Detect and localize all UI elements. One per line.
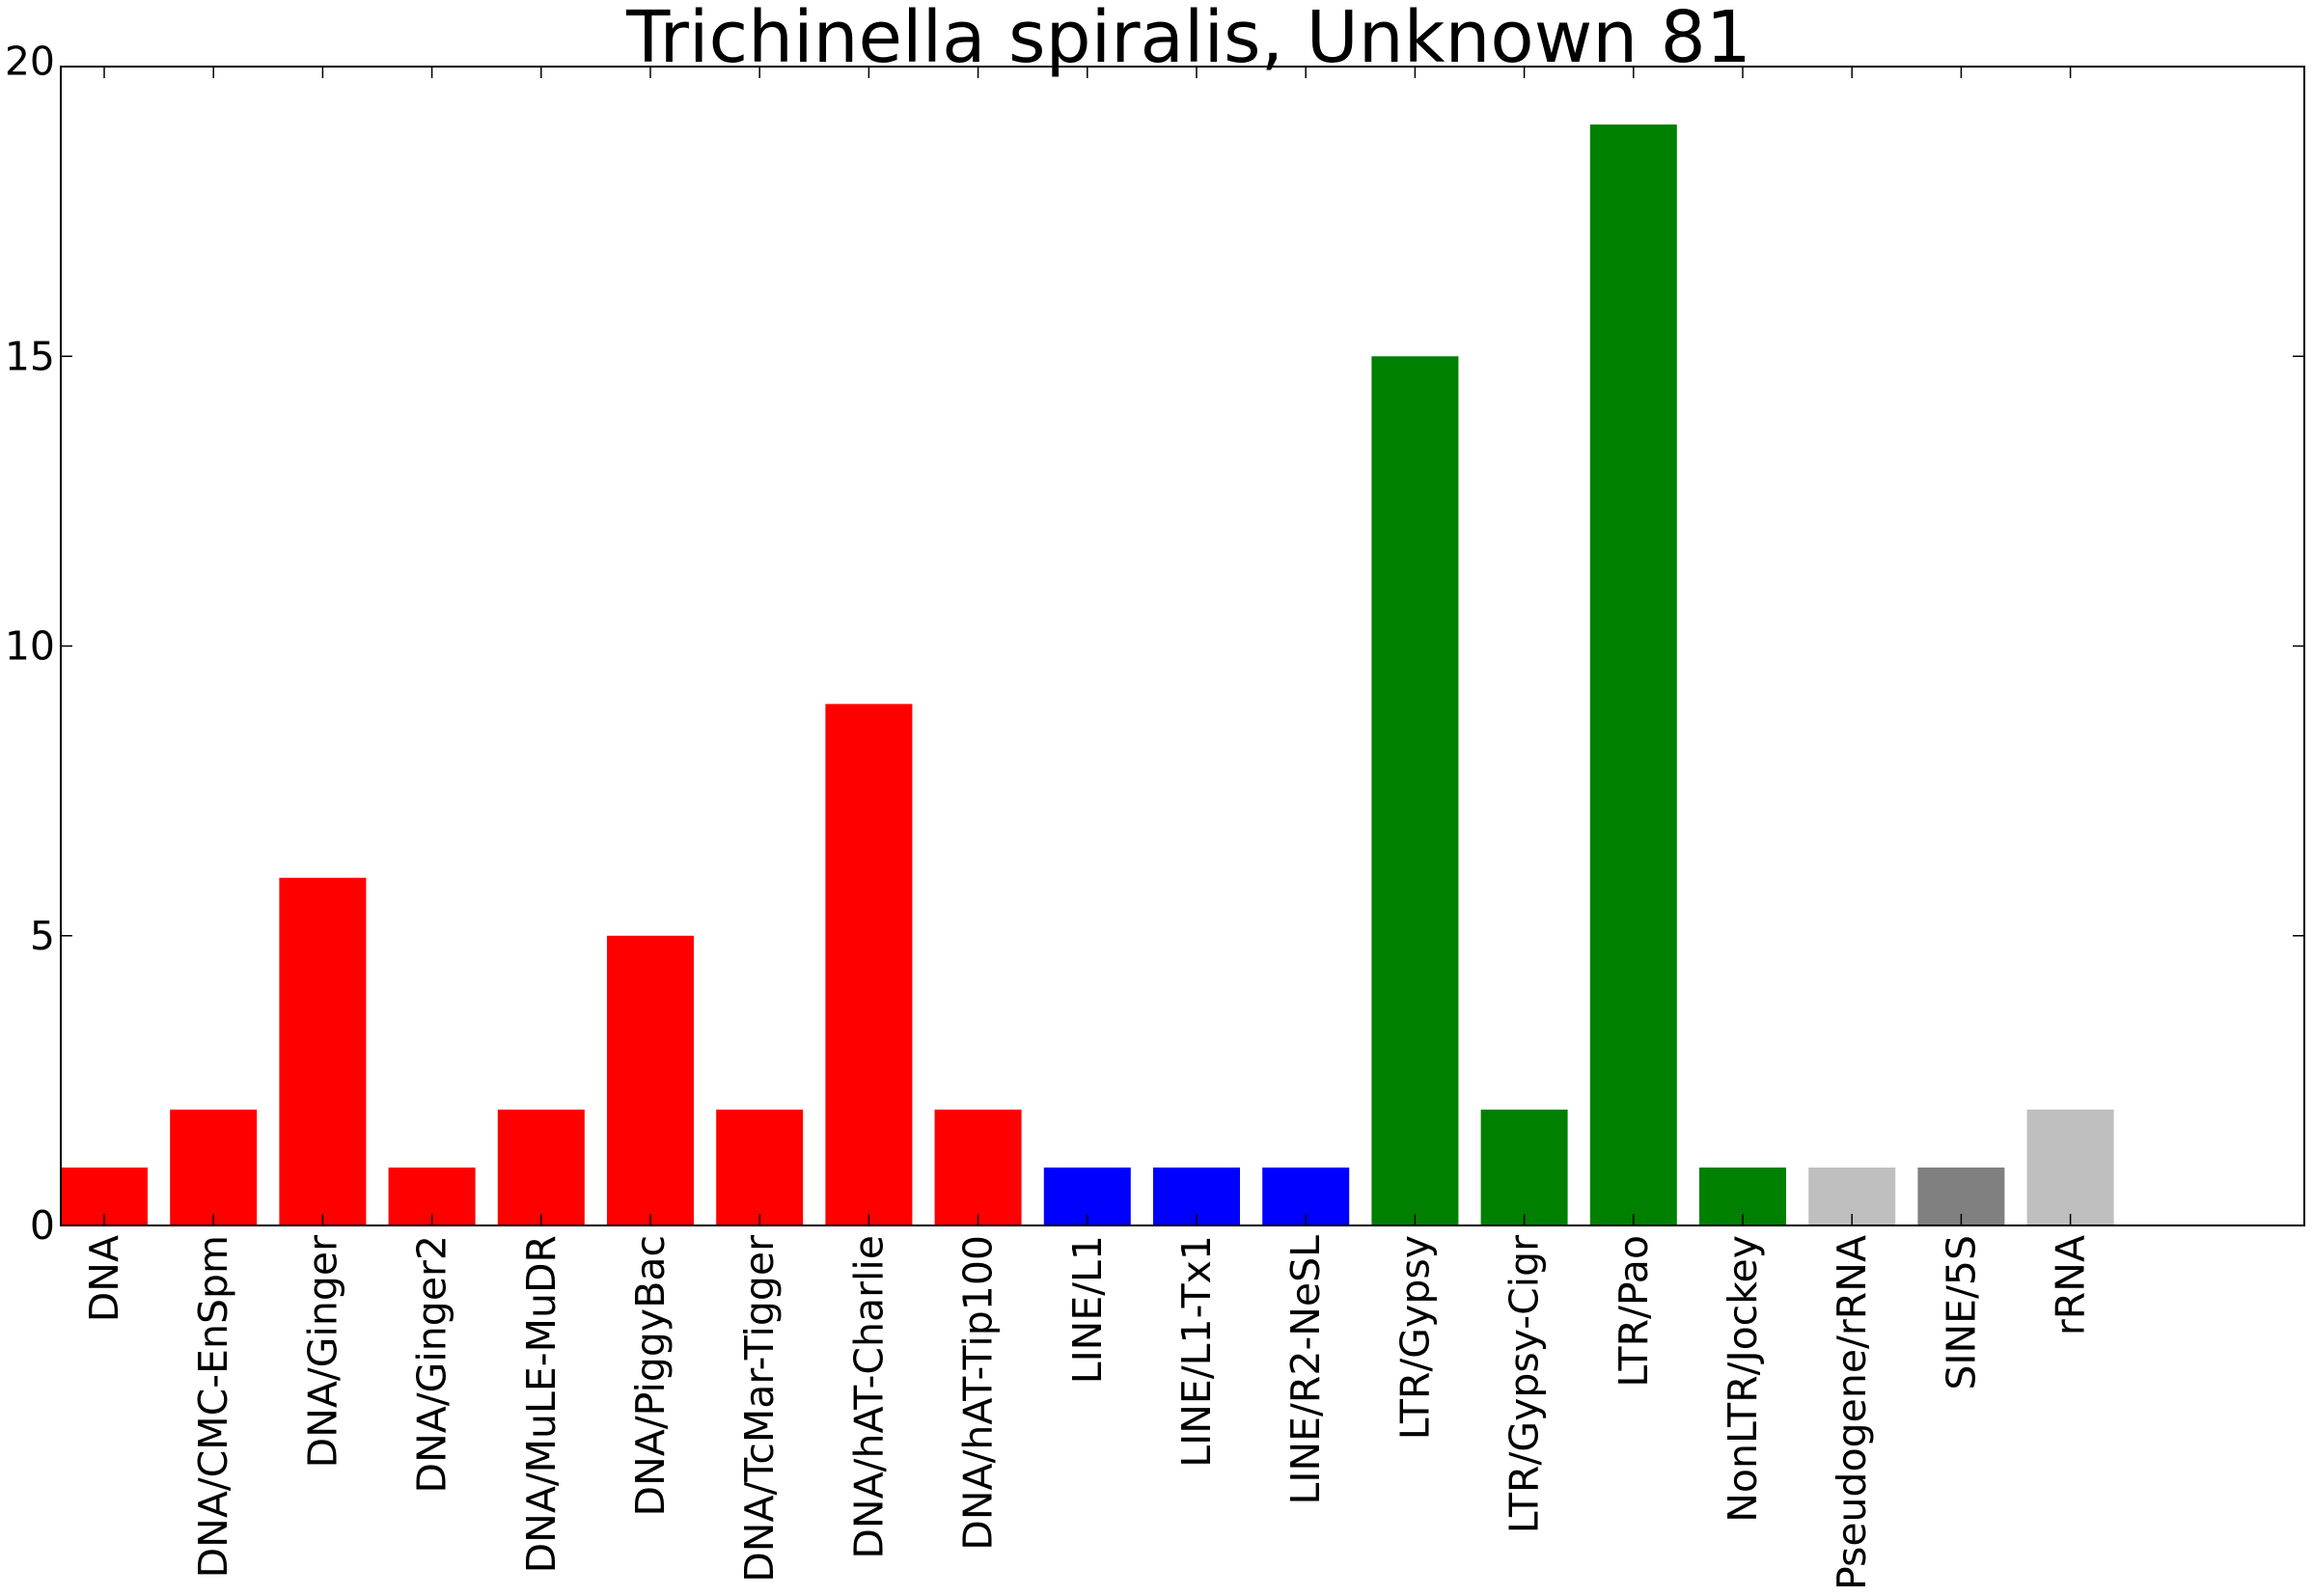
axis-ticks [61,66,2304,1226]
x-tick-label: DNA/Ginger2 [409,1235,455,1493]
x-tick-label: DNA/CMC-EnSpm [190,1235,236,1578]
x-tick-label: DNA/PiggyBac [627,1235,674,1516]
x-tick-label: DNA/Ginger [299,1235,345,1468]
x-tick-label: LTR/Pao [1611,1235,1657,1388]
bar-dna-cmc-enspm [170,1109,258,1225]
x-tick-label: DNA [81,1235,127,1322]
bar-dna-hat-charlie [825,703,913,1225]
x-tick-label: DNA/hAT-Charlie [845,1235,892,1559]
x-tick-label: SINE/5S [1938,1235,1984,1390]
bar-dna-mule-mudr [497,1109,585,1225]
x-tick-labels: DNA DNA/CMC-EnSpm DNA/Ginger DNA/Ginger2 DNA… [81,1235,2094,1590]
x-tick-label: DNA/MuLE-MuDR [518,1235,564,1573]
x-tick-label: LTR/Gypsy-Cigr [1501,1235,1548,1533]
bar-ltr-gypsy [1371,356,1459,1225]
bar-dna-ginger [279,877,367,1225]
y-tick-label: 15 [5,333,55,379]
x-tick-label: DNA/TcMar-Tigger [736,1235,783,1582]
x-tick-label: LINE/L1-Tx1 [1173,1235,1220,1468]
x-tick-label: Pseudogene/rRNA [1829,1235,1875,1590]
y-tick-label: 20 [5,38,55,84]
bar-dna-tcmar-tigger [716,1109,804,1225]
y-tick-labels: 0 5 10 15 20 [5,38,55,1249]
bar-ltr-gypsy-cigr [1480,1109,1568,1225]
bar-ltr-pao [1589,124,1677,1225]
y-tick-label: 0 [30,1202,55,1249]
x-tick-label: LTR/Gypsy [1391,1235,1438,1440]
y-tick-label: 10 [5,623,55,670]
x-tick-label: LINE/L1 [1064,1235,1111,1384]
bar-rrna [2026,1109,2114,1225]
x-tick-label: DNA/hAT-Tip100 [955,1235,1002,1551]
x-tick-label: NonLTR/Jockey [1720,1235,1766,1523]
bars-group [61,124,2114,1225]
x-tick-label: LINE/R2-NeSL [1282,1235,1329,1505]
x-tick-label: rRNA [2048,1235,2094,1335]
bar-dna-piggybac [607,935,694,1225]
y-tick-label: 5 [30,913,55,959]
plot-frame [60,66,2305,1226]
bar-dna-hat-tip100 [934,1109,1022,1225]
